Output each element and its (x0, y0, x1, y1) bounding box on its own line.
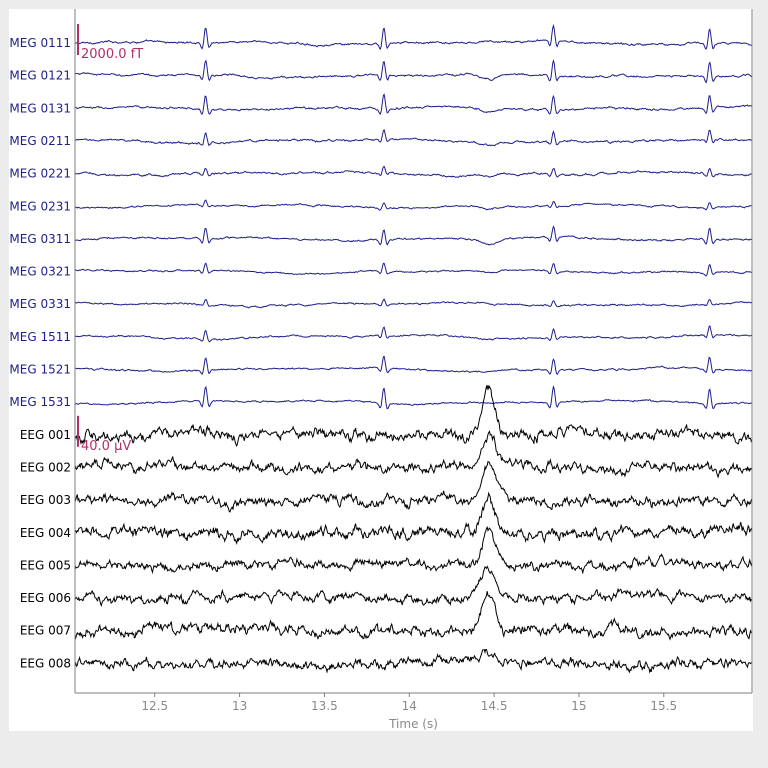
x-tick-label-7: 15.5 (650, 699, 677, 713)
x-tick-label-6: 15 (571, 699, 586, 713)
channel-label-meg-0131[interactable]: MEG 0131 (9, 101, 71, 115)
raw-data-browser: MEG 0111 MEG 0121 MEG 0131 MEG 0211 MEG 0221… (9, 9, 753, 731)
channel-label-meg-0111[interactable]: MEG 0111 (9, 36, 71, 50)
channel-label-meg-1531[interactable]: MEG 1531 (9, 395, 71, 409)
trace-eeg-006 (74, 565, 753, 608)
trace-eeg-003 (74, 460, 753, 513)
trace-eeg-002 (74, 430, 753, 479)
trace-eeg-005 (74, 525, 753, 575)
channel-label-eeg-003[interactable]: EEG 003 (20, 493, 71, 507)
traces-group (74, 23, 753, 674)
trace-meg-0221 (74, 165, 753, 179)
trace-meg-0231 (75, 199, 752, 211)
x-tick-label-1: 12.5 (141, 699, 168, 713)
scalebars-group: 2000.0 fT 40.0 µV (77, 24, 143, 454)
x-tick-label-3: 13.5 (311, 699, 338, 713)
trace-meg-0321 (74, 262, 753, 277)
channel-label-meg-0221[interactable]: MEG 0221 (9, 167, 71, 181)
trace-meg-0121 (74, 59, 753, 84)
channel-label-meg-0331[interactable]: MEG 0331 (9, 297, 71, 311)
trace-meg-0131 (75, 93, 753, 115)
x-tick-label-5: 14.5 (481, 699, 508, 713)
x-axis-title: Time (s) (388, 717, 438, 731)
trace-eeg-007 (74, 591, 753, 641)
channel-label-eeg-008[interactable]: EEG 008 (20, 656, 71, 670)
x-tick-label-2: 13 (232, 699, 247, 713)
raw-traces-plot: MEG 0111 MEG 0121 MEG 0131 MEG 0211 MEG 0221… (9, 9, 753, 731)
trace-meg-1531 (74, 385, 752, 410)
channel-label-meg-1511[interactable]: MEG 1511 (9, 330, 71, 344)
trace-eeg-004 (74, 491, 753, 545)
trace-meg-0211 (74, 128, 753, 147)
trace-meg-0311 (74, 225, 752, 246)
channel-label-eeg-004[interactable]: EEG 004 (20, 526, 71, 540)
trace-eeg-008 (74, 648, 753, 674)
scalebar-label-2: 40.0 µV (81, 439, 131, 454)
channel-label-meg-0211[interactable]: MEG 0211 (9, 134, 71, 148)
x-tick-label-4: 14 (402, 699, 417, 713)
trace-meg-0111 (75, 23, 753, 50)
channel-label-meg-0321[interactable]: MEG 0321 (9, 265, 71, 279)
channel-label-eeg-006[interactable]: EEG 006 (20, 591, 71, 605)
channel-labels-group: MEG 0111 MEG 0121 MEG 0131 MEG 0211 MEG 0221… (9, 36, 71, 670)
axes-group: 12.5 13 13.5 14 14.5 15 15.5 (74, 9, 753, 713)
channel-label-eeg-002[interactable]: EEG 002 (20, 460, 71, 474)
channel-label-meg-0121[interactable]: MEG 0121 (9, 69, 71, 83)
channel-label-eeg-005[interactable]: EEG 005 (20, 558, 71, 572)
channel-label-meg-1521[interactable]: MEG 1521 (9, 363, 71, 377)
trace-meg-1511 (74, 325, 753, 343)
scalebar-label-1: 2000.0 fT (81, 47, 143, 62)
trace-eeg-001 (74, 384, 753, 447)
channel-label-eeg-007[interactable]: EEG 007 (20, 624, 71, 638)
channel-label-eeg-001[interactable]: EEG 001 (20, 428, 71, 442)
channel-label-meg-0311[interactable]: MEG 0311 (9, 232, 71, 246)
trace-meg-0331 (74, 298, 753, 309)
channel-label-meg-0231[interactable]: MEG 0231 (9, 199, 71, 213)
trace-meg-1521 (75, 355, 753, 376)
